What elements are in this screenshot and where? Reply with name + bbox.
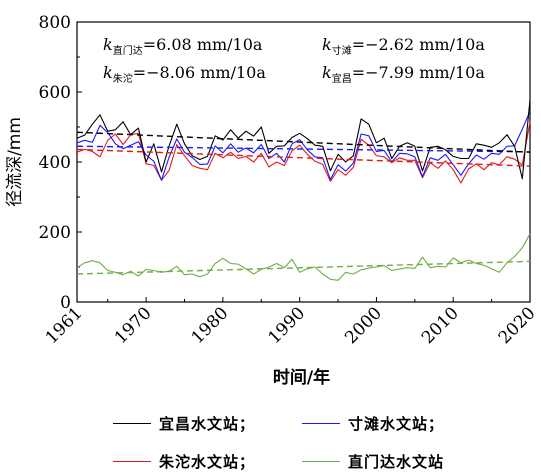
legend-swatch-yichang bbox=[113, 423, 151, 424]
x-tick-label: 2010 bbox=[418, 303, 463, 348]
legend-label-cuntan: 寸滩水文站； bbox=[348, 415, 445, 433]
y-axis-label: 径流深/mm bbox=[5, 117, 25, 207]
trend-line-0 bbox=[76, 131, 531, 153]
legend-item-cuntan: 寸滩水文站； bbox=[302, 413, 444, 434]
legend-item-zhutuo: 朱沱水文站； bbox=[113, 451, 255, 472]
series-line-1 bbox=[76, 111, 531, 181]
trend-line-1 bbox=[76, 145, 531, 153]
x-tick-label: 2000 bbox=[341, 303, 386, 348]
x-tick-label: 1990 bbox=[264, 303, 309, 348]
annotation-3: k宜昌=−7.99 mm/10a bbox=[322, 63, 485, 85]
series-line-2 bbox=[76, 121, 531, 184]
trend-line-2 bbox=[76, 148, 531, 167]
x-tick-label: 1980 bbox=[188, 303, 233, 348]
annotations: k直门达=6.08 mm/10a k寸滩=−2.62 mm/10a k朱沱=−8.0… bbox=[103, 35, 485, 85]
y-tick-label: 800 bbox=[39, 13, 71, 33]
legend-item-yichang: 宜昌水文站； bbox=[113, 413, 255, 434]
legend-swatch-cuntan bbox=[302, 423, 340, 424]
x-tick-label: 1970 bbox=[111, 303, 156, 348]
annotation-0: k直门达=6.08 mm/10a bbox=[103, 35, 263, 57]
annotation-1: k寸滩=−2.62 mm/10a bbox=[322, 35, 485, 57]
legend-swatch-zhutuo bbox=[113, 461, 151, 462]
trend-line-3 bbox=[76, 260, 531, 275]
legend: 宜昌水文站； 寸滩水文站； 朱沱水文站； 直门达水文站 bbox=[0, 395, 541, 475]
y-tick-label: 600 bbox=[39, 83, 71, 103]
x-axis-label: 时间/年 bbox=[273, 367, 330, 388]
x-tick-label: 2020 bbox=[495, 303, 540, 348]
series-lines bbox=[76, 99, 531, 281]
y-tick-label: 400 bbox=[39, 153, 71, 173]
legend-swatch-zhimenda bbox=[302, 461, 340, 462]
legend-label-zhimenda: 直门达水文站 bbox=[348, 453, 445, 471]
legend-label-yichang: 宜昌水文站； bbox=[159, 415, 256, 433]
legend-label-zhutuo: 朱沱水文站； bbox=[159, 453, 256, 471]
legend-item-zhimenda: 直门达水文站 bbox=[302, 451, 444, 472]
series-line-3 bbox=[76, 233, 531, 281]
annotation-2: k朱沱=−8.06 mm/10a bbox=[103, 63, 266, 85]
series-line-0 bbox=[76, 99, 531, 180]
y-tick-label: 200 bbox=[39, 223, 71, 243]
y-tick-label: 0 bbox=[60, 293, 71, 313]
